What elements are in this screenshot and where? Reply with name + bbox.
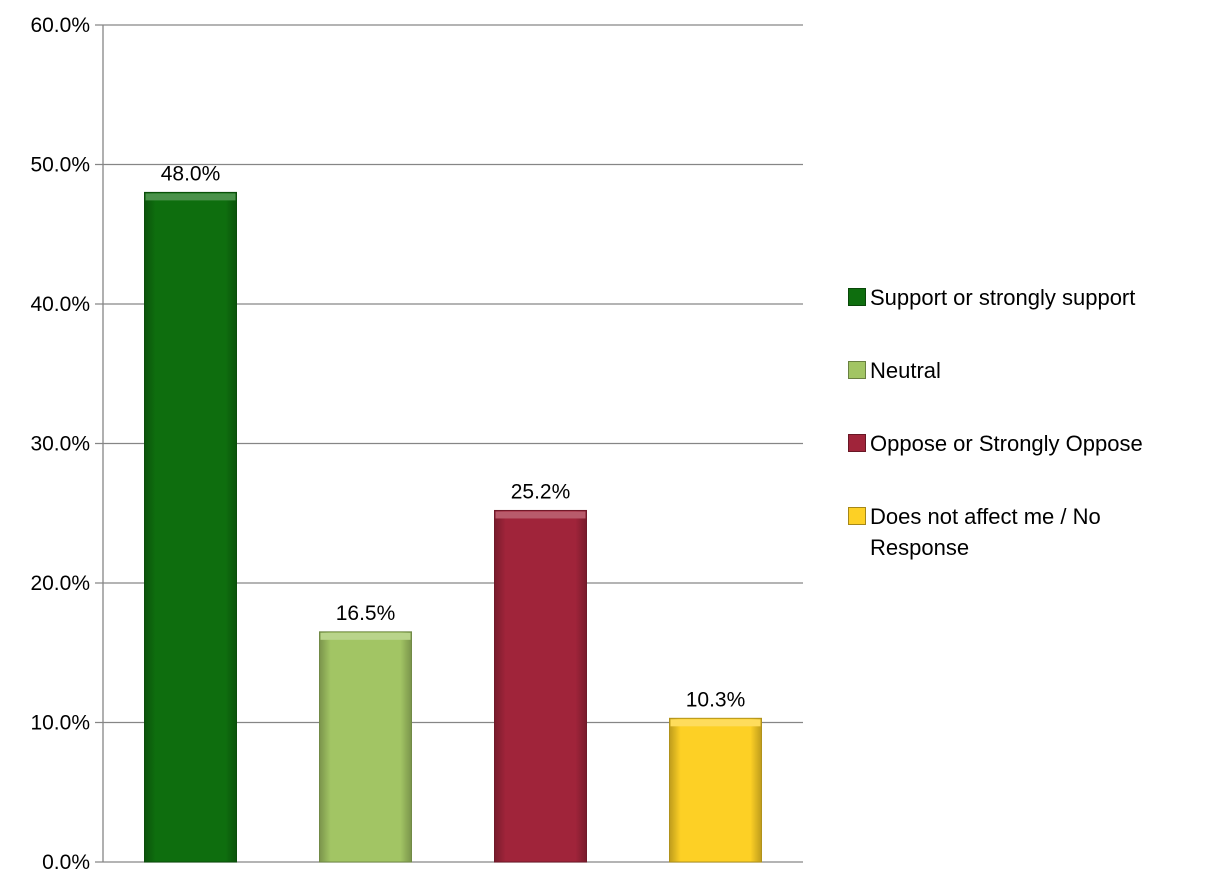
bar <box>319 631 412 863</box>
y-axis-tick-labels: 0.0% 10.0% 20.0% 30.0% 40.0% 50.0% 60.0% <box>30 14 90 874</box>
legend-swatch <box>848 361 866 379</box>
y-tick-label: 0.0% <box>42 851 90 874</box>
bar-body <box>669 717 762 863</box>
legend-label: Neutral <box>870 358 941 383</box>
legend-swatch <box>848 288 866 306</box>
bar-top-bevel <box>145 193 236 201</box>
legend-item: Support or strongly support <box>848 282 1203 313</box>
legend: Support or strongly support Neutral Oppose… <box>848 282 1203 605</box>
y-tick-label: 30.0% <box>30 433 90 456</box>
legend-swatch <box>848 507 866 525</box>
bar <box>494 509 587 863</box>
y-tick-label: 20.0% <box>30 572 90 595</box>
legend-label: Does not affect me / No Response <box>870 504 1101 560</box>
data-labels: 48.0% 16.5% 25.2% 10.3% <box>161 162 746 711</box>
bar-top-bevel <box>495 511 586 519</box>
legend-label: Oppose or Strongly Oppose <box>870 431 1143 456</box>
bar-top-bevel <box>320 632 411 640</box>
y-tick-label: 50.0% <box>30 154 90 177</box>
bars <box>144 191 762 863</box>
y-tick-label: 40.0% <box>30 293 90 316</box>
data-label: 10.3% <box>686 688 746 711</box>
y-tick-label: 60.0% <box>30 14 90 37</box>
data-label: 25.2% <box>511 480 571 503</box>
legend-item: Does not affect me / No Response <box>848 501 1203 563</box>
bar <box>144 191 237 863</box>
data-label: 48.0% <box>161 162 221 185</box>
bar-body <box>144 191 237 863</box>
y-tick-label: 10.0% <box>30 712 90 735</box>
bar-top-bevel <box>670 719 761 727</box>
legend-item: Neutral <box>848 355 1203 386</box>
bar <box>669 717 762 863</box>
legend-label: Support or strongly support <box>870 285 1136 310</box>
legend-swatch <box>848 434 866 452</box>
bar-body <box>494 509 587 863</box>
bar-body <box>319 631 412 863</box>
data-label: 16.5% <box>336 602 396 625</box>
legend-item: Oppose or Strongly Oppose <box>848 428 1203 459</box>
